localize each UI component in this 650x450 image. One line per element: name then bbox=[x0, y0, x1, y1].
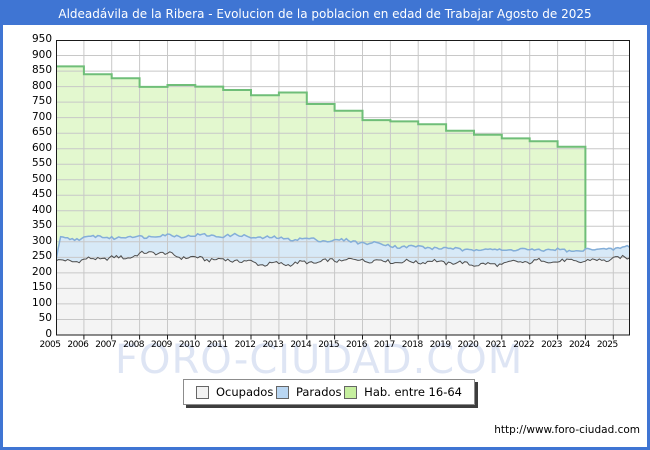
legend: Ocupados Parados Hab. entre 16-64 bbox=[183, 379, 475, 405]
x-axis-label: 2022 bbox=[513, 340, 535, 350]
y-axis-label: 350 bbox=[31, 219, 52, 232]
x-axis-label: 2023 bbox=[541, 340, 562, 350]
x-axis-label: 2012 bbox=[234, 340, 256, 350]
legend-swatch-parados bbox=[275, 385, 289, 399]
legend-swatch-ocupados bbox=[196, 385, 209, 399]
series-parados-line bbox=[56, 232, 630, 261]
legend-item-parados: Parados bbox=[275, 385, 342, 399]
legend-label-hab-16-64: Hab. entre 16-64 bbox=[364, 385, 462, 399]
x-axis-label: 2025 bbox=[596, 340, 618, 350]
y-axis-label: 250 bbox=[31, 250, 52, 263]
y-axis-label: 300 bbox=[31, 234, 52, 247]
x-axis-label: 2021 bbox=[485, 340, 507, 350]
x-axis-label: 2024 bbox=[568, 340, 590, 350]
series-ocupados-line bbox=[56, 250, 630, 268]
x-axis-label: 2009 bbox=[151, 340, 172, 350]
x-axis-label: 2011 bbox=[206, 340, 228, 350]
chart-title: Aldeadávila de la Ribera - Evolucion de … bbox=[58, 7, 592, 21]
x-axis-label: 2006 bbox=[67, 340, 89, 350]
plot bbox=[56, 40, 630, 340]
y-axis-label: 400 bbox=[31, 203, 52, 216]
gridlines bbox=[56, 40, 630, 335]
y-axis-label: 150 bbox=[31, 281, 52, 294]
x-axis-label: 2017 bbox=[373, 340, 395, 350]
x-axis-label: 2010 bbox=[178, 340, 200, 350]
y-axis-label: 450 bbox=[31, 188, 52, 201]
y-axis-label: 100 bbox=[31, 296, 52, 309]
legend-item-ocupados: Ocupados bbox=[196, 385, 273, 399]
x-axis-label: 2013 bbox=[262, 340, 284, 350]
legend-label-parados: Parados bbox=[295, 385, 342, 399]
y-axis-label: 650 bbox=[31, 126, 52, 139]
x-axis-label: 2016 bbox=[346, 340, 367, 350]
plot-border bbox=[56, 40, 630, 336]
legend-label-ocupados: Ocupados bbox=[216, 385, 274, 399]
legend-swatch-hab-16-64 bbox=[344, 385, 358, 399]
x-axis-label: 2007 bbox=[95, 340, 117, 350]
y-axis-label: 900 bbox=[31, 48, 52, 61]
y-axis-label: 500 bbox=[31, 172, 52, 185]
footer-url-link[interactable]: http://www.foro-ciudad.com bbox=[494, 424, 640, 436]
y-axis-label: 950 bbox=[31, 33, 52, 45]
y-axis-label: 850 bbox=[31, 64, 52, 77]
y-axis-label: 600 bbox=[31, 141, 52, 154]
x-axis-label: 2018 bbox=[401, 340, 423, 350]
y-axis-label: 800 bbox=[31, 79, 52, 92]
y-axis-label: 0 bbox=[45, 328, 52, 340]
x-axis-label: 2015 bbox=[318, 340, 340, 350]
legend-item-hab-16-64: Hab. entre 16-64 bbox=[344, 385, 462, 399]
y-axis-label: 200 bbox=[31, 265, 52, 278]
x-axis-label: 2020 bbox=[457, 340, 479, 350]
x-axis-label: 2008 bbox=[123, 340, 145, 350]
x-axis-label: 2019 bbox=[429, 340, 451, 350]
x-axis-label: 2005 bbox=[39, 340, 61, 350]
y-axis-label: 550 bbox=[31, 157, 52, 170]
y-axis-label: 700 bbox=[31, 110, 52, 123]
series-hab-16-64-line bbox=[56, 65, 587, 249]
y-axis-label: 750 bbox=[31, 95, 52, 108]
x-axis-label: 2014 bbox=[290, 340, 312, 350]
series-ocupados-area bbox=[56, 251, 630, 335]
y-axis-label: 50 bbox=[38, 312, 52, 325]
x-axis-ticks bbox=[83, 335, 614, 340]
watermark: FORO-CIUDAD.COM bbox=[115, 337, 524, 383]
title-bar: Aldeadávila de la Ribera - Evolucion de … bbox=[3, 3, 647, 25]
